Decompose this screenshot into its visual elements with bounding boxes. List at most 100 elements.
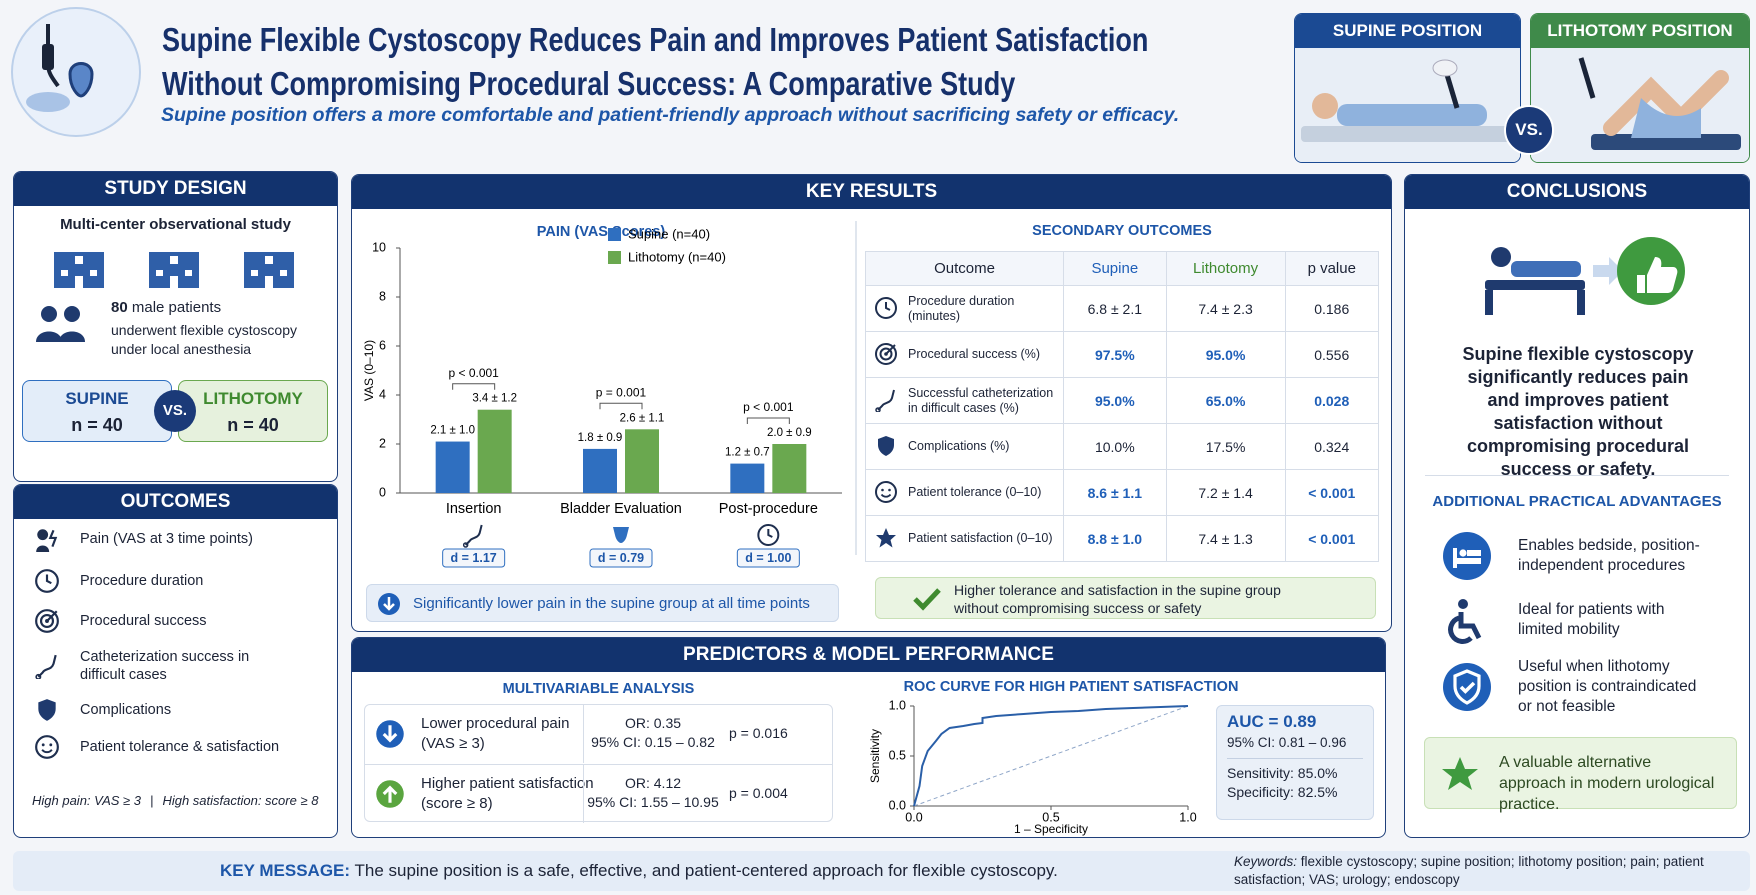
icon <box>1443 663 1491 711</box>
title-line: Without Compromising Procedural Success:… <box>162 65 1016 102</box>
y-tick-label: 10 <box>372 240 386 254</box>
decoration <box>68 62 94 98</box>
decoration <box>1577 290 1585 315</box>
decoration <box>875 343 897 365</box>
icon <box>35 569 59 593</box>
decoration <box>382 785 398 803</box>
y-axis-label: VAS (0–10) <box>362 340 376 401</box>
x-tick-label: Bladder Evaluation <box>560 501 682 517</box>
decoration <box>61 256 287 288</box>
confidence-interval: 95% CI: 0.15 – 0.82 <box>591 734 715 750</box>
icon <box>875 481 897 503</box>
table-cell: 0.028 <box>1284 377 1379 424</box>
table-cell: < 0.001 <box>1284 469 1379 516</box>
panel-header: KEY RESULTS <box>352 175 1391 209</box>
decoration <box>45 574 52 585</box>
group-n: n = 40 <box>71 415 123 435</box>
decoration <box>46 610 58 622</box>
panel-header: OUTCOMES <box>14 485 337 519</box>
footnote-part: High pain: VAS ≥ 3 <box>32 793 142 808</box>
study-type: Multi-center observational study <box>60 216 291 233</box>
decoration <box>35 569 59 593</box>
table-row: Complications (%) 10.0% 17.5% 0.324 <box>865 423 1379 470</box>
keywords-label: Keywords: <box>1234 854 1298 869</box>
icon <box>875 389 895 412</box>
decoration <box>1491 247 1511 267</box>
decoration <box>59 331 85 342</box>
subtitle: Supine position offers a more comfortabl… <box>161 104 1180 126</box>
predictor-row: Lower procedural pain (VAS ≥ 3) OR: 0.35 95… <box>365 705 832 763</box>
outcome-item: Complications <box>80 702 172 718</box>
decoration <box>876 528 896 548</box>
column-header: Supine <box>1063 251 1167 286</box>
cell-value: 17.5% <box>1205 438 1246 455</box>
table-cell: 65.0% <box>1165 377 1286 424</box>
p-value: p = 0.016 <box>729 725 788 741</box>
cell-value: 97.5% <box>1094 346 1135 363</box>
advantage: Useful when lithotomy position is contra… <box>1518 658 1697 715</box>
significance-bracket <box>599 402 643 410</box>
decoration <box>1593 257 1623 285</box>
legend-swatch <box>608 228 621 241</box>
decoration <box>36 545 50 552</box>
decoration <box>885 302 891 311</box>
roc-chart: ROC CURVE FOR HIGH PATIENT SATISFACTION 0… <box>868 679 1239 836</box>
x-tick-label: Insertion <box>446 501 502 517</box>
cell-value: 0.028 <box>1314 392 1350 409</box>
decoration <box>1459 681 1476 694</box>
p-value: p = 0.001 <box>596 385 647 399</box>
divider <box>1425 475 1729 476</box>
patients-line: 80 male patients <box>111 299 221 316</box>
footer: KEY MESSAGE: The supine position is a sa… <box>13 851 1750 891</box>
keywords: Keywords: flexible cystoscopy; supine po… <box>1234 853 1734 889</box>
icon <box>876 528 896 548</box>
decoration <box>251 270 258 276</box>
outcome-name: Patient satisfaction (0–10) <box>908 531 1053 545</box>
cell-value: 7.2 ± 1.4 <box>1198 484 1253 501</box>
decoration <box>37 654 57 678</box>
decoration <box>880 493 892 498</box>
decoration <box>1453 548 1457 568</box>
table-cell: 7.2 ± 1.4 <box>1165 469 1286 516</box>
decoration <box>90 270 97 276</box>
outcome-name: Complications (%) <box>908 439 1010 453</box>
predictor-label: Higher patient satisfaction <box>421 775 594 792</box>
y-tick-label: 4 <box>379 387 386 401</box>
decoration <box>1637 257 1678 293</box>
decoration <box>35 735 59 759</box>
specificity: Specificity: 82.5% <box>1227 784 1338 800</box>
title-line: Supine Flexible Cystoscopy Reduces Pain … <box>162 21 1149 58</box>
cell-value: 8.8 ± 1.0 <box>1087 530 1143 547</box>
decoration <box>61 270 68 276</box>
outcome-cell: Patient satisfaction (0–10) <box>865 515 1064 562</box>
outcome-name: Procedural success (%) <box>908 347 1040 361</box>
outcome-item: Patient tolerance & satisfaction <box>80 739 280 755</box>
outcome-cell: Procedure duration (minutes) <box>865 285 1064 332</box>
legend-swatch <box>608 251 621 264</box>
outcome-cell: Complications (%) <box>865 423 1064 470</box>
bar <box>583 448 617 493</box>
y-tick-label: 2 <box>379 436 386 450</box>
column-header: p value <box>1284 251 1379 286</box>
decoration <box>875 297 897 319</box>
footnote-part: | <box>150 793 154 808</box>
auc-ci: 95% CI: 0.81 – 0.96 <box>1227 735 1347 750</box>
decoration <box>878 436 894 456</box>
decoration <box>1337 104 1487 126</box>
patients-desc: underwent flexible cystoscopy under loca… <box>111 322 297 357</box>
pain-note: Significantly lower pain in the supine g… <box>366 584 839 622</box>
outcome-item: Catheterization success in difficult cas… <box>80 649 250 683</box>
x-tick-label: 0.5 <box>1042 810 1059 824</box>
decoration <box>41 743 45 747</box>
secondary-title: SECONDARY OUTCOMES <box>1032 223 1212 239</box>
outcome-name: Procedure duration (minutes) <box>908 293 1015 323</box>
effect-size-box <box>442 548 506 568</box>
category-icon <box>462 524 483 548</box>
icon <box>1448 599 1482 644</box>
secondary-note: Higher tolerance and satisfaction in the… <box>875 577 1376 619</box>
icon <box>875 297 897 319</box>
patients-icon <box>36 306 85 342</box>
chart-title: ROC CURVE FOR HIGH PATIENT SATISFACTION <box>904 679 1239 695</box>
bar <box>625 429 659 493</box>
decoration <box>265 276 273 288</box>
